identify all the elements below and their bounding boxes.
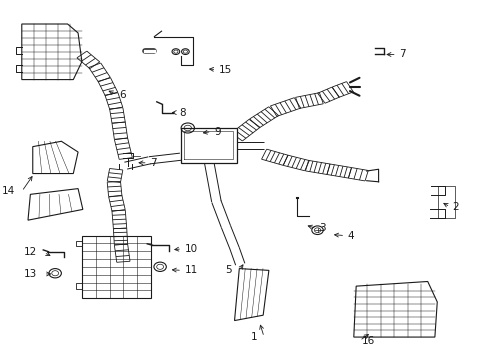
Polygon shape: [353, 282, 436, 337]
Bar: [180, 128, 236, 163]
Text: 7: 7: [398, 49, 405, 59]
Bar: [81, 235, 151, 298]
Polygon shape: [28, 189, 82, 220]
Text: 11: 11: [184, 265, 197, 275]
Text: 16: 16: [361, 336, 374, 346]
Text: 12: 12: [23, 247, 37, 257]
Text: 8: 8: [179, 108, 186, 118]
Text: 3: 3: [318, 224, 325, 233]
Polygon shape: [234, 269, 268, 320]
Text: 15: 15: [218, 64, 232, 75]
Text: 5: 5: [225, 265, 232, 275]
Text: 6: 6: [120, 90, 126, 100]
Text: 9: 9: [214, 127, 220, 136]
Text: 7: 7: [150, 158, 157, 168]
Text: 13: 13: [23, 269, 37, 279]
Text: 14: 14: [1, 186, 15, 197]
Text: 4: 4: [347, 231, 353, 240]
Polygon shape: [22, 24, 81, 80]
Text: 2: 2: [451, 202, 458, 212]
Polygon shape: [33, 141, 78, 174]
Text: 1: 1: [250, 332, 256, 342]
Text: 10: 10: [184, 244, 197, 254]
